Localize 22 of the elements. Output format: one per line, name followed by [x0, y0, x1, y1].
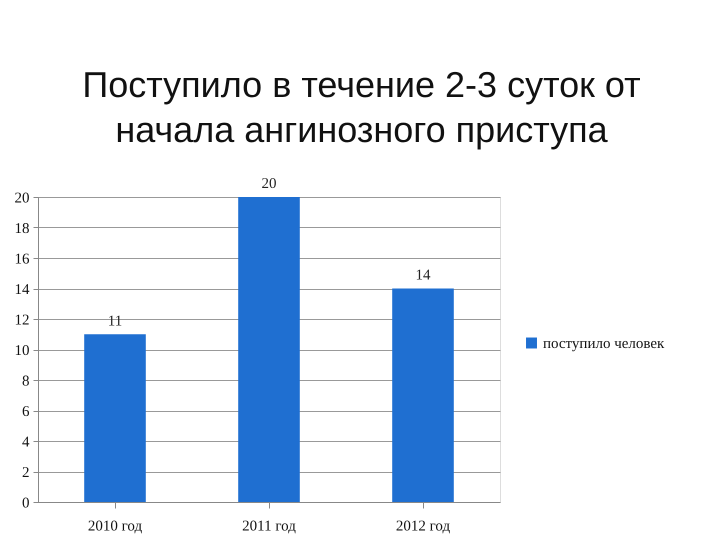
bar: [84, 334, 146, 502]
bar: [238, 197, 300, 502]
x-tick-label: 2012 год: [396, 518, 450, 534]
legend-label: поступило человек: [543, 336, 666, 352]
y-tick-label: 20: [14, 190, 30, 206]
x-tick-label: 2010 год: [88, 518, 142, 534]
y-tick-label: 18: [14, 221, 30, 237]
x-tick-label: 2011 год: [242, 518, 296, 534]
y-tick-label: 0: [22, 496, 30, 512]
y-tick-label: 16: [14, 252, 30, 268]
bar: [392, 288, 454, 502]
data-label: 20: [262, 176, 276, 192]
chart-title: Поступило в течение 2-3 суток от начала ангинозного приступа: [82, 64, 641, 150]
data-label: 14: [416, 268, 431, 284]
y-tick-label: 6: [22, 404, 30, 420]
y-tick-label: 12: [14, 312, 30, 328]
y-tick-label: 14: [14, 282, 30, 298]
y-tick-label: 10: [14, 343, 30, 359]
y-tick-label: 2: [22, 465, 30, 481]
y-tick-label: 4: [22, 434, 30, 450]
data-label: 11: [108, 313, 122, 330]
y-tick-label: 8: [22, 374, 30, 390]
